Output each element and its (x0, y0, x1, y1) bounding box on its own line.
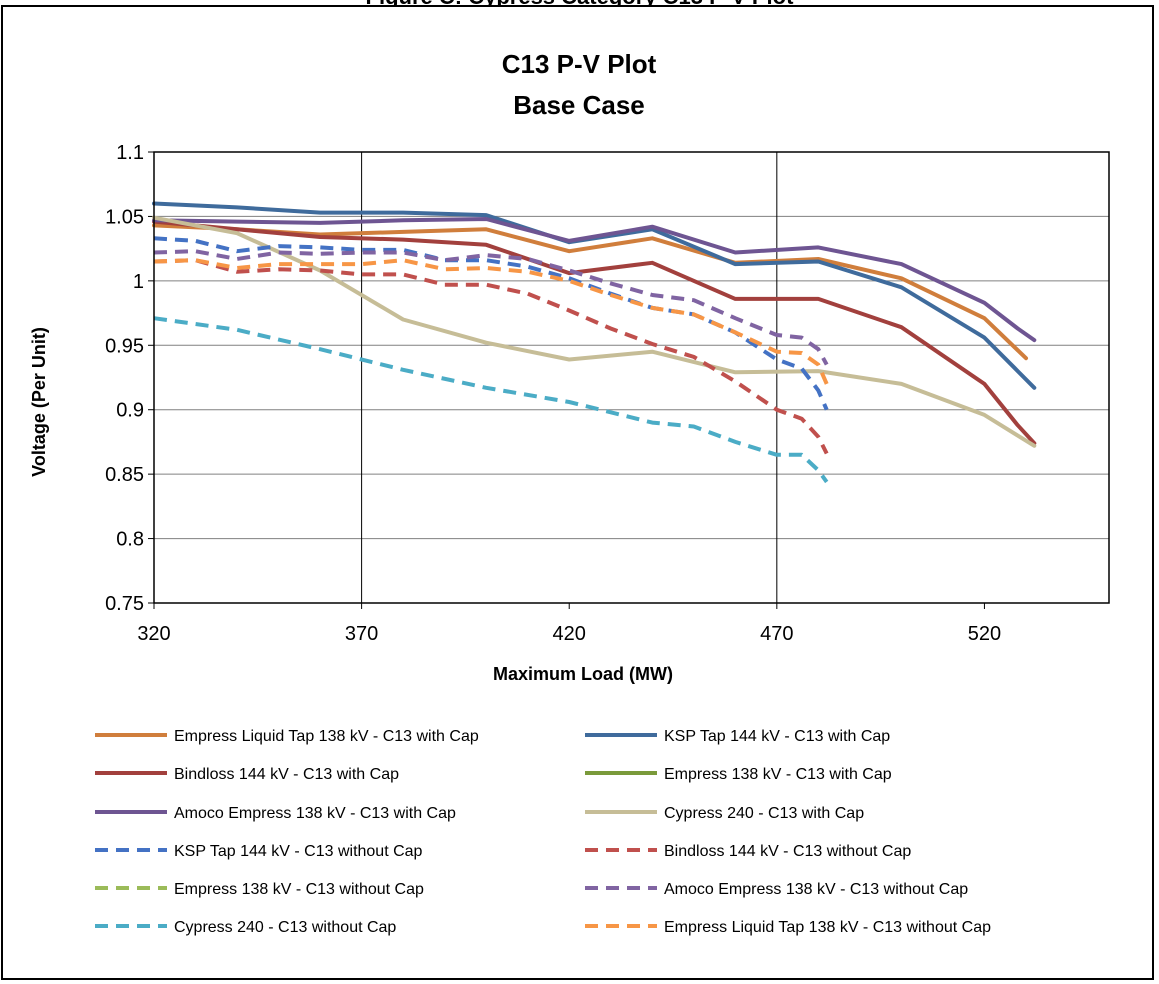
legend-label: Amoco Empress 138 kV - C13 with Cap (174, 805, 456, 822)
y-tick-label: 0.8 (116, 529, 144, 551)
series-line (152, 217, 1037, 343)
series-line (153, 258, 829, 455)
axis-ticks: 0.75 0.8 0.85 0.9 0.95 1 1.05 1.1 320 370 420 470 52… (105, 142, 1001, 645)
y-tick-label: 0.95 (105, 335, 144, 357)
x-tick-label: 320 (137, 623, 170, 645)
series-line (152, 201, 1037, 390)
y-tick-label: 1.05 (105, 206, 144, 228)
chart-title: C13 P-V Plot (502, 49, 657, 79)
y-tick-label: 0.75 (105, 593, 144, 615)
legend-label: Empress Liquid Tap 138 kV - C13 without … (664, 919, 991, 936)
plot-area (153, 151, 1110, 604)
legend-label: Amoco Empress 138 kV - C13 without Cap (664, 881, 968, 898)
y-axis-label: Voltage (Per Unit) (29, 327, 49, 477)
x-axis-label: Maximum Load (MW) (493, 664, 673, 684)
legend-label: Empress Liquid Tap 138 kV - C13 with Cap (174, 728, 479, 745)
gridlines (154, 151, 1109, 604)
legend-label: Empress 138 kV - C13 with Cap (664, 766, 892, 783)
y-tick-label: 0.9 (116, 400, 144, 422)
series-lines (152, 201, 1037, 484)
legend-label: KSP Tap 144 kV - C13 without Cap (174, 843, 423, 860)
x-tick-label: 470 (760, 623, 793, 645)
y-tick-label: 1 (133, 271, 144, 293)
series-line (152, 223, 1028, 361)
chart-frame: C13 P-V Plot Base Case 0.75 0.8 0.85 0.9 0.9… (1, 5, 1154, 980)
legend-label: KSP Tap 144 kV - C13 with Cap (664, 728, 890, 745)
chart-subtitle: Base Case (513, 90, 645, 120)
series-line (153, 316, 829, 484)
legend-label: Bindloss 144 kV - C13 with Cap (174, 766, 399, 783)
series-line (152, 219, 1037, 446)
figure-caption: Figure C: Cypress Category C13 P-V Plot (0, 0, 1159, 10)
x-tick-label: 370 (345, 623, 378, 645)
legend-label: Cypress 240 - C13 with Cap (664, 805, 864, 822)
y-tick-label: 1.1 (116, 142, 144, 164)
pv-line-chart: C13 P-V Plot Base Case 0.75 0.8 0.85 0.9 0.9… (29, 49, 1110, 936)
series-line (153, 236, 829, 411)
legend: Empress Liquid Tap 138 kV - C13 with Cap… (95, 728, 991, 936)
series-line (153, 249, 829, 366)
legend-label: Cypress 240 - C13 without Cap (174, 919, 396, 936)
legend-label: Bindloss 144 kV - C13 without Cap (664, 843, 911, 860)
x-tick-label: 520 (968, 623, 1001, 645)
x-tick-label: 420 (553, 623, 586, 645)
series-line (153, 258, 829, 385)
y-tick-label: 0.85 (105, 464, 144, 486)
legend-label: Empress 138 kV - C13 without Cap (174, 881, 424, 898)
